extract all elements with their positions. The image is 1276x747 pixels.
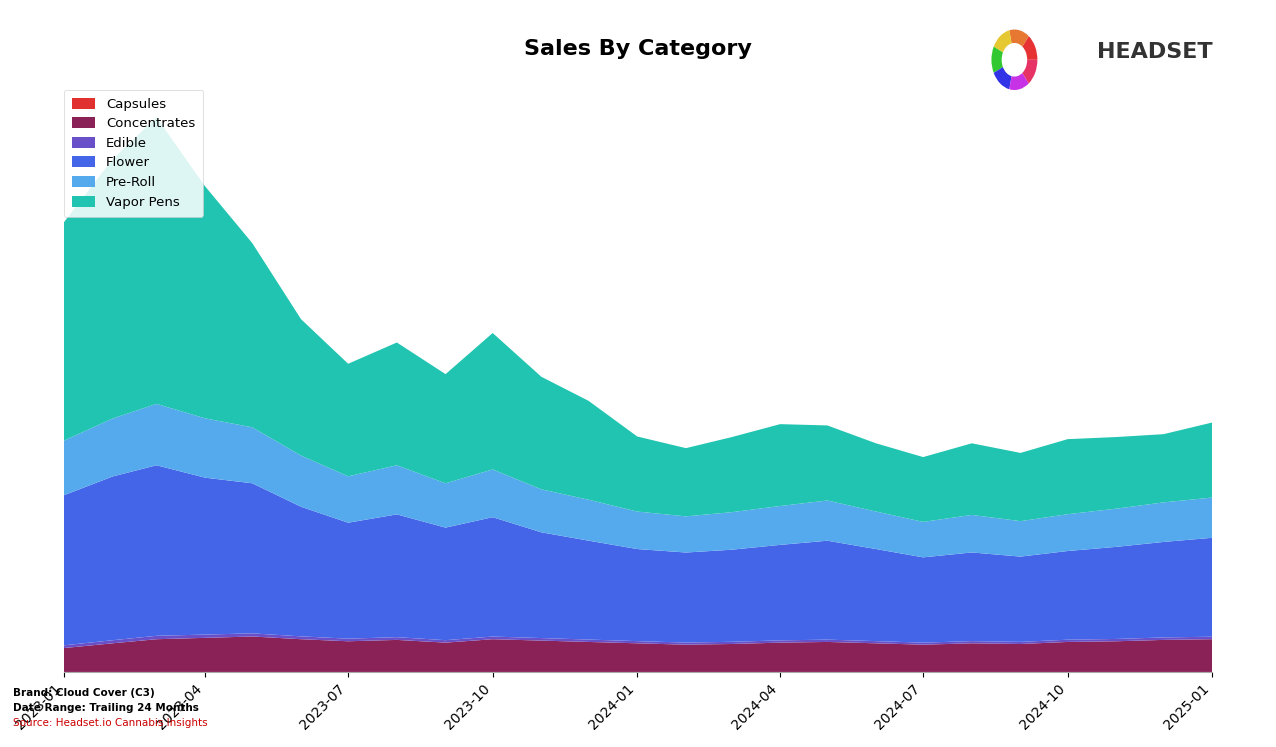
Text: Sales By Category: Sales By Category	[524, 39, 752, 58]
Text: Date Range: Trailing 24 Months: Date Range: Trailing 24 Months	[13, 704, 199, 713]
Wedge shape	[1022, 36, 1037, 60]
Wedge shape	[1009, 73, 1028, 90]
Text: Brand: Cloud Cover (C3): Brand: Cloud Cover (C3)	[13, 689, 154, 698]
Wedge shape	[994, 31, 1012, 52]
Wedge shape	[991, 46, 1003, 73]
Legend: Capsules, Concentrates, Edible, Flower, Pre-Roll, Vapor Pens: Capsules, Concentrates, Edible, Flower, …	[64, 90, 203, 217]
Wedge shape	[1009, 30, 1028, 46]
Wedge shape	[994, 67, 1012, 89]
Text: HEADSET: HEADSET	[1096, 43, 1212, 62]
Text: Source: Headset.io Cannabis Insights: Source: Headset.io Cannabis Insights	[13, 719, 208, 728]
Wedge shape	[1022, 60, 1037, 84]
